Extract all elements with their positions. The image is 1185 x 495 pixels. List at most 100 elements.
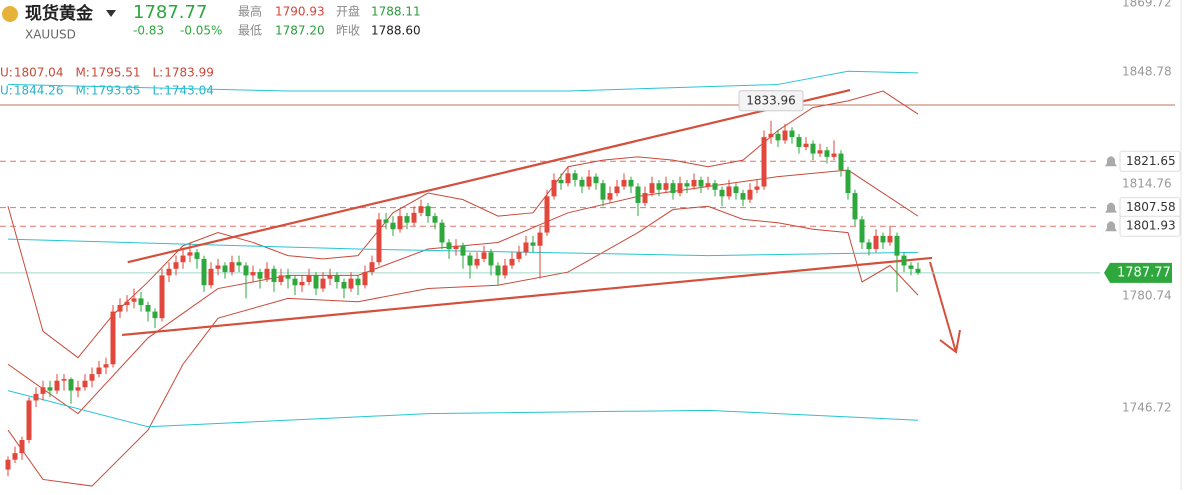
candle-body (565, 173, 571, 184)
candle-body (138, 298, 144, 305)
peak-box (738, 90, 804, 112)
candle-body (47, 387, 53, 391)
candle-body (831, 153, 837, 157)
candle-body (467, 255, 473, 266)
price-tag (1119, 150, 1181, 172)
candle-body (621, 179, 627, 187)
candle-body (894, 235, 900, 256)
candle-body (313, 275, 319, 289)
candle-body (670, 183, 676, 194)
candle-body (705, 183, 711, 187)
dropdown[interactable] (106, 10, 116, 17)
candle-body (12, 453, 18, 460)
candle-body (474, 258, 480, 266)
candle-body (537, 232, 543, 246)
y-tick-label: 1869.72 (1122, 0, 1172, 10)
candle-body (68, 379, 74, 391)
trend-line (121, 256, 933, 337)
candle-body (642, 193, 648, 203)
legend-label: L: (152, 84, 163, 98)
band-line (7, 205, 919, 487)
candle-body (173, 262, 179, 269)
price-tag-label: 1807.58 (1126, 200, 1176, 214)
candle-body (222, 265, 228, 273)
candle-body (481, 252, 487, 259)
candle-body (803, 143, 809, 147)
candle-body (544, 196, 550, 233)
candle-body (453, 245, 459, 250)
candle-body (208, 268, 214, 286)
candle-body (635, 186, 641, 203)
candle-body (320, 278, 326, 289)
candle-body (243, 265, 249, 276)
candle-body (26, 400, 32, 440)
candle-body (96, 367, 102, 375)
candle-body (824, 150, 830, 157)
candle-body (579, 179, 585, 187)
candle-body (61, 379, 67, 381)
candle-body (502, 265, 508, 276)
candle-body (166, 268, 172, 276)
y-tick-label: 1780.74 (1122, 288, 1172, 302)
candle-body (754, 186, 760, 190)
candle-body (131, 298, 137, 302)
band-line (7, 169, 919, 415)
candle-body (677, 183, 683, 194)
candle-body (40, 387, 46, 394)
candle-body (460, 245, 466, 256)
candle-body (908, 265, 914, 269)
candle-body (586, 176, 592, 187)
stat-label: 开盘 (336, 4, 360, 19)
candle-body (236, 262, 242, 266)
legend-label: M: (75, 84, 89, 98)
candle-body (810, 143, 816, 154)
y-tick-label: 1746.72 (1122, 400, 1172, 414)
legend-value: 1807.04 (14, 66, 64, 80)
candle-body (250, 272, 256, 276)
candle-body (355, 278, 361, 286)
candle-body (488, 252, 494, 266)
candle-body (390, 222, 396, 230)
legend-value: 1844.26 (14, 84, 64, 98)
candle-body (82, 380, 88, 388)
y-tick-label: 1848.78 (1122, 64, 1172, 78)
candle-body (75, 387, 81, 391)
candle-body (719, 189, 725, 197)
candle-body (117, 304, 123, 312)
legend-value: 1743.04 (164, 84, 214, 98)
gold-icon (2, 6, 18, 22)
candle-body (845, 170, 851, 194)
candle-body (600, 183, 606, 200)
last-price-label: 1787.77 (1117, 265, 1171, 280)
candle-body (376, 219, 382, 263)
candle-body (187, 252, 193, 256)
candle-body (5, 459, 11, 470)
candle-body (684, 183, 690, 187)
candle-body (509, 258, 515, 266)
forecast-arrow (929, 261, 961, 354)
candle-body (271, 268, 277, 282)
candle-body (306, 275, 312, 282)
candle-body (747, 189, 753, 200)
alert-bell (1105, 221, 1117, 232)
candle-body (89, 374, 95, 381)
candle-body (796, 137, 802, 147)
candle-body (628, 179, 634, 187)
candle-body (425, 206, 431, 217)
band-line (7, 70, 919, 92)
candle-body (278, 275, 284, 282)
candle-body (740, 193, 746, 200)
legend-label: L: (152, 66, 163, 80)
candle-body (859, 219, 865, 243)
legend-label: U: (0, 84, 13, 98)
candle-body (215, 265, 221, 269)
alert-bell (1105, 156, 1117, 167)
candle-body (614, 186, 620, 194)
legend-label: M: (75, 66, 89, 80)
stat-value: 1787.20 (275, 24, 325, 38)
candle-body (880, 235, 886, 243)
candle-body (341, 281, 347, 289)
change: -0.83 (133, 24, 164, 38)
candle-body (523, 242, 529, 253)
candle-body (915, 268, 921, 273)
